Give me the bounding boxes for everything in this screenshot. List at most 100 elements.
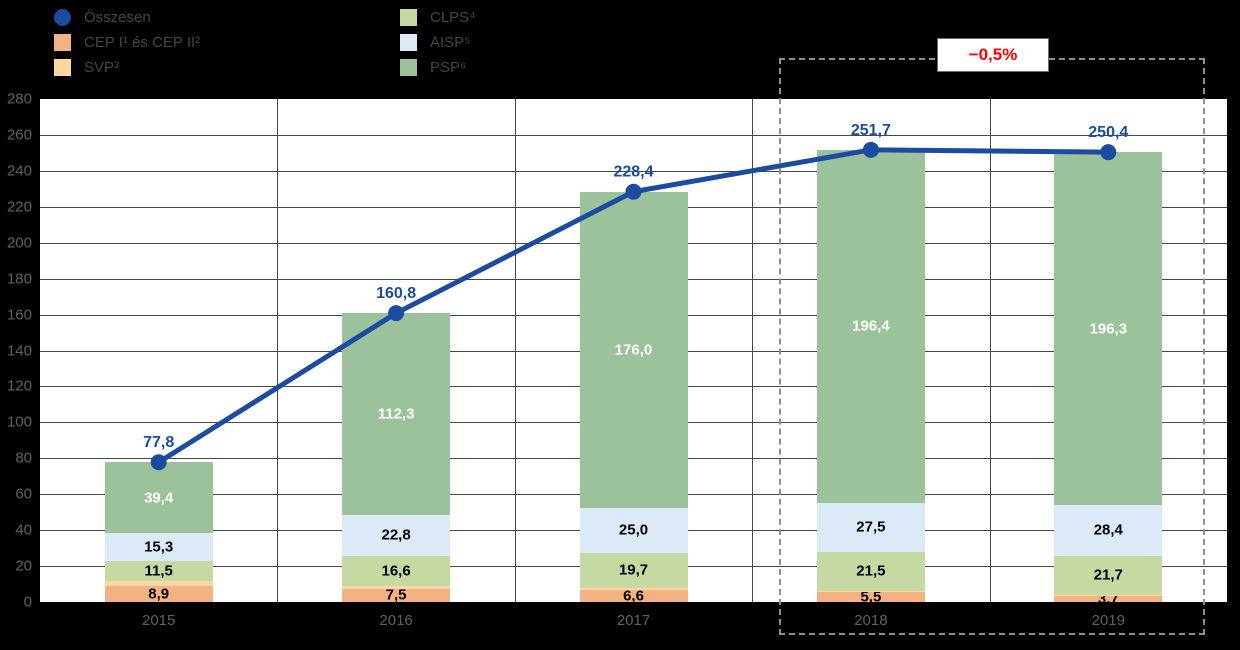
bar-segment-aisp <box>1054 504 1163 556</box>
y-axis-tick-label: 260 <box>6 126 32 144</box>
y-axis-tick-label: 200 <box>6 234 32 252</box>
y-axis-tick-label: 160 <box>6 306 32 324</box>
y-axis-tick-label: 20 <box>15 557 32 575</box>
bar-segment-psp <box>342 313 451 515</box>
bar-segment-label: 5,5 <box>860 588 882 606</box>
bar-segment-label: 176,0 <box>614 341 653 359</box>
legend-swatch-icon <box>400 58 417 76</box>
bar-segment-aisp <box>816 502 925 553</box>
stacked-bar-2019: 3,7 21,7 28,4 196,3 <box>1054 152 1163 606</box>
bar-segment-label: 21,5 <box>856 562 886 580</box>
total-point-2017 <box>625 183 642 200</box>
x-axis-tick-label: 2015 <box>142 612 176 629</box>
bar-segment-label: 7,5 <box>385 586 407 604</box>
chart-legend: Összesen CEP I¹ és CEP II² SVP³ CLPS⁴ AISP⁵ P… <box>54 7 754 87</box>
y-axis-tick-label: 240 <box>6 162 32 180</box>
total-line-layer: 77,8 160,8 228,4 251,7 250,4 <box>143 122 1128 471</box>
legend-item-5: PSP⁶ <box>400 57 466 77</box>
legend-line-marker-icon <box>54 8 71 26</box>
y-axis-tick-label: 280 <box>6 90 32 108</box>
y-axis-tick-label: 120 <box>6 377 32 395</box>
bar-segment-label: 196,4 <box>852 317 890 335</box>
total-value-label: 77,8 <box>143 434 174 451</box>
stacked-bar-2015: 8,9 11,5 15,3 39,4 <box>104 462 213 603</box>
legend-label: AISP⁵ <box>430 33 471 51</box>
bar-segment-cep-i-és-cep-ii <box>342 588 451 602</box>
change-annotation: −0,5% <box>937 38 1049 72</box>
bar-segment-psp <box>104 462 213 534</box>
bar-segment-aisp <box>342 514 451 556</box>
bar-segment-aisp <box>104 533 213 561</box>
legend-label: Összesen <box>84 8 151 26</box>
total-value-label: 251,7 <box>851 122 891 139</box>
bar-segment-label: 6,6 <box>623 587 644 605</box>
bar-segment-label: 112,3 <box>377 405 415 423</box>
y-axis-tick-label: 140 <box>6 342 32 359</box>
stacked-bar-2018: 5,5 21,5 27,5 196,4 <box>816 149 925 606</box>
x-axis-tick-label: 2019 <box>1091 612 1125 629</box>
legend-label: CEP I¹ és CEP II² <box>84 33 201 51</box>
bar-segment-label: 25,0 <box>618 521 649 539</box>
x-axis-tick-label: 2016 <box>379 612 413 629</box>
bar-segment-svp <box>579 588 688 591</box>
bar-segment-label: 28,4 <box>1093 521 1123 539</box>
total-value-label: 228,4 <box>613 164 653 181</box>
h-gridline <box>40 170 1227 172</box>
bar-segment-label: 196,3 <box>1089 320 1128 337</box>
bar-segment-psp <box>1054 152 1163 505</box>
bar-segment-psp <box>579 191 688 508</box>
y-axis-tick-label: 220 <box>6 198 32 216</box>
bar-segment-cep-i-és-cep-ii <box>104 586 213 602</box>
y-axis-tick-label: 180 <box>6 270 32 288</box>
y-axis-tick-label: 40 <box>15 521 32 539</box>
legend-swatch-icon <box>54 58 71 76</box>
legend-item-3: CLPS⁴ <box>400 7 476 27</box>
bar-segment-cep-i-és-cep-ii <box>579 590 688 602</box>
total-value-label: 160,8 <box>376 285 416 302</box>
y-axis-tick-label: 60 <box>15 485 32 503</box>
y-axis-tick-label: 0 <box>23 593 32 611</box>
legend-item-2: SVP³ <box>54 57 119 77</box>
bar-segment-cep-i-és-cep-ii <box>1054 595 1163 602</box>
total-point-2019 <box>1100 144 1117 161</box>
bar-segment-label: 16,6 <box>381 562 411 580</box>
bar-segment-label: 8,9 <box>148 585 170 603</box>
bar-segment-svp <box>1054 594 1163 596</box>
plot-area: 8,9 11,5 15,3 39,4 7,5 16,6 22,8 112,3 6,6 19,7 25… <box>38 97 1229 606</box>
legend-label: SVP³ <box>84 58 120 76</box>
bar-segment-clps <box>342 555 451 586</box>
bar-segment-clps <box>104 560 213 582</box>
bar-segment-svp <box>342 585 451 589</box>
bar-segment-clps <box>579 552 688 589</box>
bar-segment-label: 19,7 <box>618 561 649 579</box>
total-point-2016 <box>388 305 405 322</box>
legend-swatch-icon <box>400 8 417 26</box>
legend-item-0: Összesen <box>54 7 151 27</box>
bar-segment-label: 21,7 <box>1093 566 1123 584</box>
bar-segment-label: 22,8 <box>381 526 411 544</box>
legend-item-1: CEP I¹ és CEP II² <box>54 32 200 52</box>
v-gridline <box>752 99 754 602</box>
stacked-bar-2016: 7,5 16,6 22,8 112,3 <box>342 313 451 604</box>
legend-item-4: AISP⁵ <box>400 32 470 52</box>
total-value-label: 250,4 <box>1088 124 1128 141</box>
legend-swatch-icon <box>400 33 417 51</box>
legend-label: CLPS⁴ <box>430 8 476 26</box>
bar-segment-clps <box>816 552 925 591</box>
bar-segment-label: 39,4 <box>144 489 174 507</box>
legend-swatch-icon <box>54 33 71 51</box>
bar-segment-svp <box>104 581 213 587</box>
v-gridline <box>989 99 991 602</box>
bar-segment-clps <box>1054 555 1163 595</box>
h-gridline <box>40 134 1227 136</box>
total-point-2015 <box>150 454 167 471</box>
bar-segment-label: 27,5 <box>856 518 886 536</box>
bar-segment-svp <box>816 590 925 593</box>
bar-segment-aisp <box>579 507 688 553</box>
bar-segment-cep-i-és-cep-ii <box>816 592 925 602</box>
y-axis-tick-label: 100 <box>6 413 32 431</box>
v-gridline <box>277 99 279 602</box>
v-gridline <box>514 99 516 602</box>
legend-label: PSP⁶ <box>430 58 467 76</box>
change-annotation-label: −0,5% <box>968 45 1018 64</box>
